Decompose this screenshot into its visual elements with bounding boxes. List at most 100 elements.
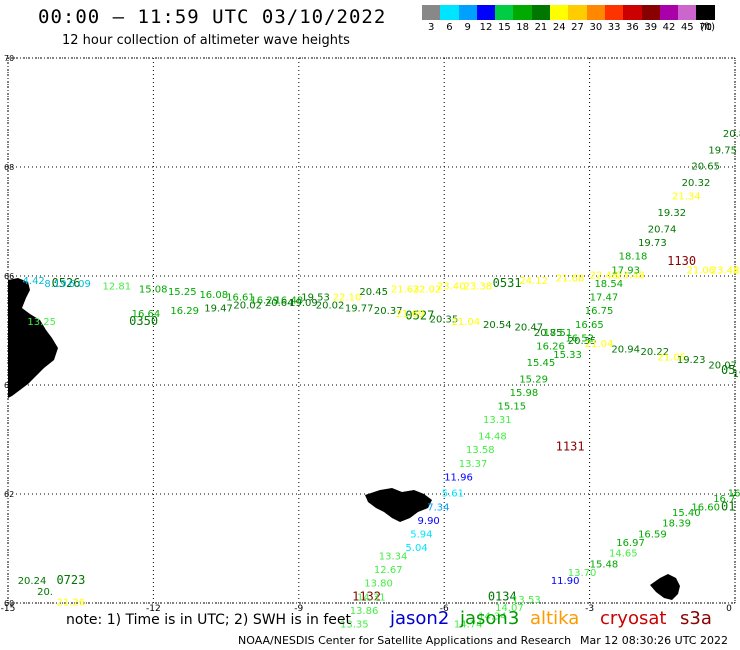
wave-height-value: 13.25: [27, 317, 56, 328]
scale-label: 12: [479, 22, 493, 33]
wave-height-value: 15.33: [553, 350, 582, 361]
wave-height-value: 21.34: [672, 192, 701, 203]
wave-height-value: 16.48: [275, 295, 304, 306]
wave-height-value: 21.04: [585, 339, 614, 350]
wave-height-value: 12.81: [103, 282, 132, 293]
wave-height-value: 20.94: [611, 344, 640, 355]
pass-time: 1130: [667, 254, 696, 268]
scale-swatch: [550, 5, 569, 20]
wave-height-value: 21.26: [56, 598, 85, 609]
pass-time: 0527: [405, 309, 434, 323]
wave-height-value: 19.65: [733, 369, 740, 380]
scale-label: 33: [607, 22, 621, 33]
lat-tick-label: 68: [4, 163, 14, 172]
wave-height-value: 16.08: [199, 290, 228, 301]
wave-height-value: 24.9: [733, 265, 740, 276]
greenland-coast: [8, 278, 58, 398]
wave-height-value: 17.47: [590, 293, 619, 304]
wave-height-value: 15.29: [519, 374, 548, 385]
satellite-name: jason2: [390, 608, 450, 629]
wave-height-value: 9.90: [418, 516, 440, 527]
wave-height-value: 15.98: [510, 388, 539, 399]
wave-height-value: 5.61: [442, 489, 464, 500]
wave-height-value: 16.26: [536, 342, 565, 353]
scale-swatch: [623, 5, 642, 20]
lon-tick-label: -9: [294, 604, 303, 614]
wave-height-value: 20.74: [648, 224, 677, 235]
wave-height-value: 20.47: [514, 323, 543, 334]
wave-height-value: 15.45: [527, 358, 556, 369]
pass-time: 0531: [493, 276, 522, 290]
wave-height-value: 8.19: [44, 279, 66, 290]
lon-tick-label: -15: [1, 604, 16, 614]
wave-height-value: 16.9: [728, 489, 740, 500]
wave-height-value: 19.75: [708, 145, 737, 156]
satellite-name: jason3: [460, 608, 520, 629]
wave-height-value: 16.29: [250, 295, 279, 306]
wave-height-value: 21.68: [556, 273, 585, 284]
scale-swatch: [458, 5, 477, 20]
wave-height-value: 20.54: [483, 320, 512, 331]
wave-height-value: 21.04: [451, 317, 480, 328]
scale-swatch: [659, 5, 679, 20]
scale-swatch: [440, 5, 459, 20]
scale-label: 3: [427, 22, 435, 33]
wave-height-value: 20.85: [534, 328, 563, 339]
wave-height-value: 23.38: [464, 282, 493, 293]
wave-height-value: 18.39: [662, 519, 691, 530]
wave-height-value: 15.25: [168, 287, 197, 298]
scale-label: 18: [516, 22, 529, 33]
faroe-islands: [365, 488, 432, 522]
scale-label: 15: [497, 22, 511, 33]
wave-height-value: 20.02: [316, 301, 345, 312]
wave-height-value: 14.34: [478, 611, 507, 622]
wave-height-value: 21.05: [657, 352, 686, 363]
wave-height-value: 13.58: [466, 445, 495, 456]
wave-height-value: 20.35: [568, 336, 597, 347]
wave-height-value: 13.37: [459, 459, 488, 470]
scale-label: 24: [552, 22, 566, 33]
lat-tick-label: 70: [4, 54, 14, 63]
scale-swatch: [568, 5, 587, 20]
wave-height-value: 20.32: [682, 178, 711, 189]
wave-height-value: 13.31: [483, 415, 512, 426]
wave-height-value: 16.60: [691, 502, 720, 513]
pass-time-labels: 0526 0350 0527 0531 1130 1131 1132 0134 0723 05 01: [52, 254, 736, 603]
scale-swatch: [476, 5, 496, 20]
wave-height-value: 21.06: [687, 265, 716, 276]
color-scale-labels: 3 6 9 12 15 18 21 24 27 30 33 36 39 42 45 70: [422, 22, 715, 34]
wave-height-value: 20.65: [691, 162, 720, 173]
shetland-islands: [650, 574, 680, 600]
color-scale-unit: (ft): [700, 22, 716, 33]
scale-label: 42: [662, 22, 676, 33]
wave-height-value: 23.48: [616, 271, 645, 282]
wave-height-value: 11.90: [551, 576, 580, 587]
wave-height-value: 20.: [37, 587, 53, 598]
wave-height-value: 14.48: [478, 432, 507, 443]
satellite-name: cryosat: [600, 608, 667, 629]
wave-height-value: 6.09: [69, 279, 91, 290]
scale-swatch: [678, 5, 697, 20]
pass-time: 05: [721, 363, 735, 377]
map-frame: [7, 57, 736, 604]
wave-height-value: 20.02: [233, 301, 262, 312]
wave-height-value: 20.35: [430, 314, 459, 325]
scale-label: 45: [680, 22, 694, 33]
wave-height-value: 18.54: [594, 279, 623, 290]
lat-tick-label: 62: [4, 490, 14, 499]
wave-height-value: 15.15: [498, 402, 527, 413]
lon-tick-label: -3: [585, 604, 594, 614]
wave-height-value: 20.37: [374, 306, 403, 317]
wave-height-value: 19.47: [204, 303, 233, 314]
wave-height-value: 22.48: [590, 271, 619, 282]
wave-height-value: 21.63: [391, 284, 420, 295]
wave-height-value: 12.67: [374, 565, 403, 576]
wave-height-value: 16.64: [132, 309, 161, 320]
credit-text: NOAA/NESDIS Center for Satellite Applica…: [238, 634, 572, 647]
wave-height-value: 16.29: [170, 306, 199, 317]
scale-label: 39: [644, 22, 658, 33]
wave-height-value: 17.93: [611, 265, 640, 276]
pass-time: 1131: [556, 439, 585, 453]
generated-timestamp: Mar 12 08:30:26 UTC 2022: [580, 634, 728, 647]
wave-height-value: 20.07: [708, 361, 737, 372]
